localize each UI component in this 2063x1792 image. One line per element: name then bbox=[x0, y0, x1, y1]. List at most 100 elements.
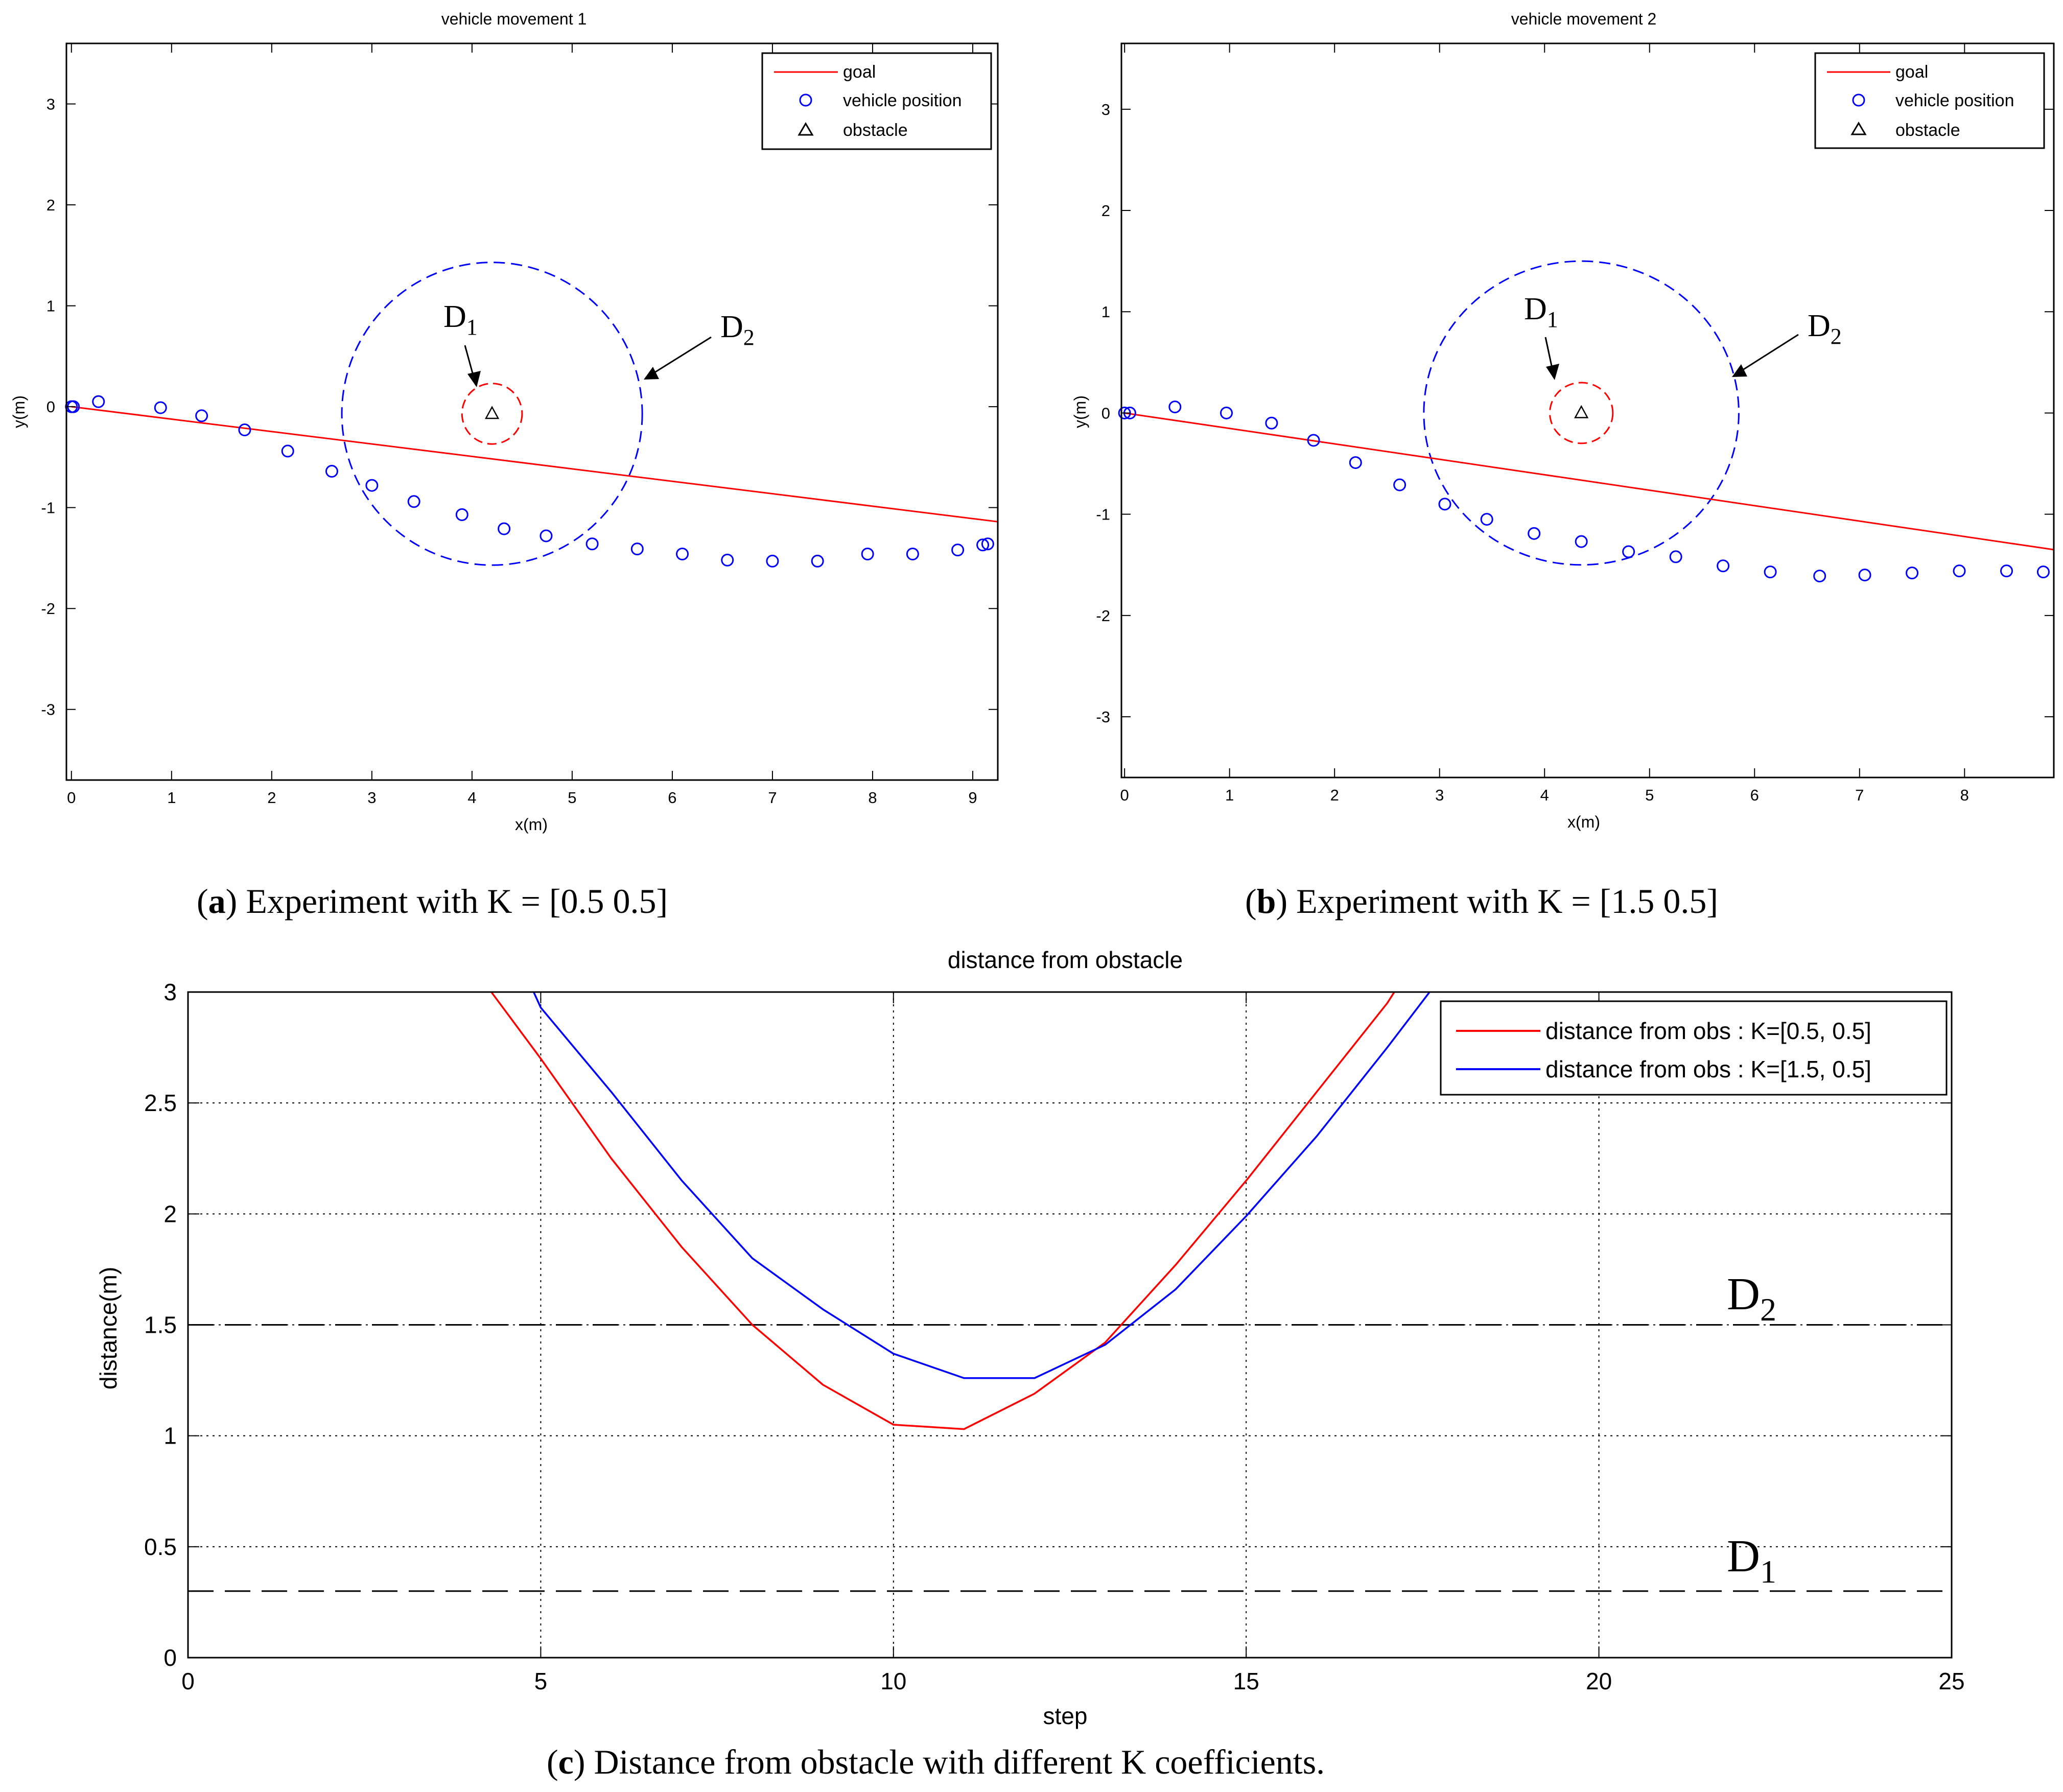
panel-b-ytick-label: -2 bbox=[1096, 607, 1110, 625]
panel-b-legend-goal-label: goal bbox=[1895, 62, 1928, 82]
panel-b-d2-ring bbox=[1423, 260, 1740, 566]
panel-b-xtick-label: 0 bbox=[1120, 786, 1129, 804]
panel-a-ytick-label: -2 bbox=[41, 600, 55, 618]
panel-c-xtick-label: 25 bbox=[1938, 1668, 1964, 1694]
panel-a-xtick-label: 6 bbox=[668, 789, 676, 807]
panel-b-ytick-label: -3 bbox=[1096, 708, 1110, 726]
panel-b-vehicle-point bbox=[1575, 535, 1588, 548]
panel-c-ylabel: distance(m) bbox=[95, 1267, 122, 1389]
panel-b-xtick-label: 4 bbox=[1540, 786, 1549, 804]
panel-b-ytick-label: -1 bbox=[1096, 506, 1110, 524]
panel-a-vehicle-point bbox=[365, 479, 379, 492]
caption-b: (b) Experiment with K = [1.5 0.5] bbox=[1245, 882, 1719, 921]
panel-b-d2-base: D2 bbox=[1808, 309, 1842, 349]
panel-a-title: vehicle movement 1 bbox=[441, 10, 587, 28]
panel-b-goal-line bbox=[1124, 412, 2054, 551]
panel-b-vehicle-point bbox=[2000, 564, 2013, 578]
panel-c-legend: distance from obs : K=[0.5, 0.5] distanc… bbox=[1440, 1000, 1948, 1096]
panel-c-ytick-label: 1.5 bbox=[144, 1312, 177, 1338]
panel-b-vehicle-point bbox=[1764, 565, 1777, 579]
panel-b-vehicle-point bbox=[1953, 564, 1966, 578]
panel-b-xtick-label: 1 bbox=[1225, 786, 1234, 804]
panel-b-xtick-label: 8 bbox=[1960, 786, 1969, 804]
panel-b-obstacle-marker bbox=[1574, 405, 1589, 418]
panel-a-vehicle-point bbox=[981, 537, 994, 551]
panel-a-d2-arrow bbox=[651, 336, 712, 375]
panel-a-d1-base: D1 bbox=[443, 299, 478, 340]
panel-a-xtick-label: 7 bbox=[768, 789, 777, 807]
caption-c: (c) Distance from obstacle with differen… bbox=[547, 1742, 1325, 1781]
panel-a-vehicle-point bbox=[455, 508, 468, 521]
panel-a-legend-vehicle-swatch bbox=[799, 93, 812, 107]
panel-b-chart: vehicle movement 2 0 1 2 3 4 5 6 7 8 -3 -2 -1 0 1 2 3 x… bbox=[1071, 10, 2055, 831]
panel-c-d2-label: D2 bbox=[1727, 1269, 1776, 1328]
panel-c-xtick-label: 20 bbox=[1586, 1668, 1612, 1694]
panel-a-plot-content bbox=[65, 262, 998, 568]
panel-a-vehicle-point bbox=[861, 548, 874, 561]
panel-a-annotation-d1: D1 bbox=[443, 299, 481, 387]
panel-b-vehicle-point bbox=[1349, 456, 1362, 469]
panel-c-ytick-label: 0.5 bbox=[144, 1534, 177, 1560]
panel-a-xtick-label: 5 bbox=[568, 789, 576, 807]
panel-b-vehicle-point bbox=[1813, 570, 1826, 583]
panel-c-xtick-label: 15 bbox=[1233, 1668, 1259, 1694]
panel-a-ytick-label: 0 bbox=[46, 398, 55, 416]
panel-b-vehicle-point bbox=[1528, 527, 1541, 540]
panel-c-ytick-label: 2 bbox=[163, 1200, 177, 1227]
panel-b-ytick-label: 2 bbox=[1101, 202, 1110, 220]
panel-b-axes-box bbox=[1120, 42, 2055, 779]
panel-c-thresholds bbox=[188, 1324, 1952, 1592]
panel-b-xtick-label: 7 bbox=[1855, 786, 1864, 804]
panel-a-annotation-d2: D2 bbox=[644, 310, 755, 380]
panel-b-d1-base: D1 bbox=[1524, 292, 1558, 332]
panel-b-vehicle-point bbox=[1438, 498, 1451, 511]
panel-a-xlabel: x(m) bbox=[515, 815, 548, 834]
panel-b-plot-content bbox=[1118, 260, 2054, 583]
panel-b-vehicle-point bbox=[1858, 569, 1871, 582]
panel-a-vehicle-point bbox=[811, 554, 824, 568]
panel-a-legend: goal vehicle position obstacle bbox=[761, 52, 992, 150]
panel-b-legend-obstacle-label: obstacle bbox=[1895, 121, 1960, 140]
panel-c-xtick-label: 5 bbox=[534, 1668, 548, 1694]
panel-a-vehicle-point bbox=[540, 529, 553, 543]
panel-a-xtick-label: 0 bbox=[67, 789, 76, 807]
panel-a-vehicle-point bbox=[498, 522, 511, 535]
panel-b-annotation-d1: D1 bbox=[1524, 292, 1559, 380]
panel-a-xtick-label: 3 bbox=[367, 789, 376, 807]
panel-a-axes-box bbox=[65, 42, 999, 781]
panel-a-vehicle-point bbox=[630, 543, 644, 556]
panel-a-legend-obstacle-swatch bbox=[798, 122, 814, 136]
panel-b-vehicle-point bbox=[1393, 478, 1406, 491]
panel-b-ylabel: y(m) bbox=[1071, 395, 1089, 428]
panel-c-legend-box bbox=[1440, 1000, 1948, 1096]
panel-a-ylabel: y(m) bbox=[10, 395, 28, 428]
panel-a-vehicle-point bbox=[238, 423, 251, 437]
panel-c-d1-label: D1 bbox=[1727, 1531, 1776, 1590]
panel-b-vehicle-point bbox=[1669, 550, 1682, 563]
panel-c-chart: distance from obstacle 0 5 10 15 20 25 0 0.5 1 1.… bbox=[95, 947, 1965, 1729]
panel-a-vehicle-point bbox=[676, 548, 689, 561]
panel-c-title: distance from obstacle bbox=[948, 947, 1183, 973]
panel-b-title: vehicle movement 2 bbox=[1511, 10, 1657, 28]
panel-b-vehicle-point bbox=[1168, 400, 1182, 414]
panel-b-vehicle-point bbox=[1220, 406, 1233, 419]
panel-b-ytick-label: 0 bbox=[1101, 404, 1110, 422]
panel-b-vehicle-point bbox=[1307, 434, 1320, 447]
panel-a-vehicle-point bbox=[92, 395, 105, 408]
panel-a-vehicle-point bbox=[721, 553, 734, 567]
panel-b-vehicle-point bbox=[2036, 565, 2050, 579]
panel-c-ytick-label: 1 bbox=[163, 1423, 177, 1449]
panel-a-d1-ring bbox=[461, 383, 523, 445]
panel-b-d2-arrowhead bbox=[1732, 364, 1747, 377]
panel-a-goal-line bbox=[71, 406, 998, 523]
panel-c-legend-label-k2: distance from obs : K=[1.5, 0.5] bbox=[1545, 1056, 1871, 1082]
panel-b-annotation-d2: D2 bbox=[1732, 309, 1842, 377]
panel-b-vehicle-point bbox=[1622, 545, 1635, 558]
panel-c-xtick-label: 10 bbox=[880, 1668, 906, 1694]
panel-b-vehicle-point bbox=[1480, 513, 1493, 526]
panel-b-xlabel: x(m) bbox=[1567, 813, 1600, 831]
panel-a-d1-arrowhead bbox=[467, 371, 481, 387]
panel-a-vehicle-point bbox=[154, 401, 167, 414]
panel-a-chart: vehicle movement 1 0 1 2 3 4 5 6 7 8 9-3-2-10123 … bbox=[10, 10, 999, 834]
